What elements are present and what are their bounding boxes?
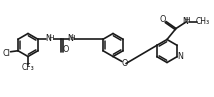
- Text: H: H: [185, 17, 190, 23]
- Text: CF₃: CF₃: [22, 63, 34, 72]
- Text: Cl: Cl: [2, 49, 10, 58]
- Text: O: O: [160, 15, 166, 24]
- Text: H: H: [48, 35, 54, 41]
- Text: O: O: [122, 59, 128, 68]
- Text: N: N: [67, 34, 73, 43]
- Text: CH₃: CH₃: [196, 16, 210, 26]
- Text: N: N: [182, 16, 188, 26]
- Text: N: N: [46, 34, 51, 43]
- Text: O: O: [63, 45, 69, 54]
- Text: N: N: [177, 52, 183, 61]
- Text: H: H: [70, 35, 75, 41]
